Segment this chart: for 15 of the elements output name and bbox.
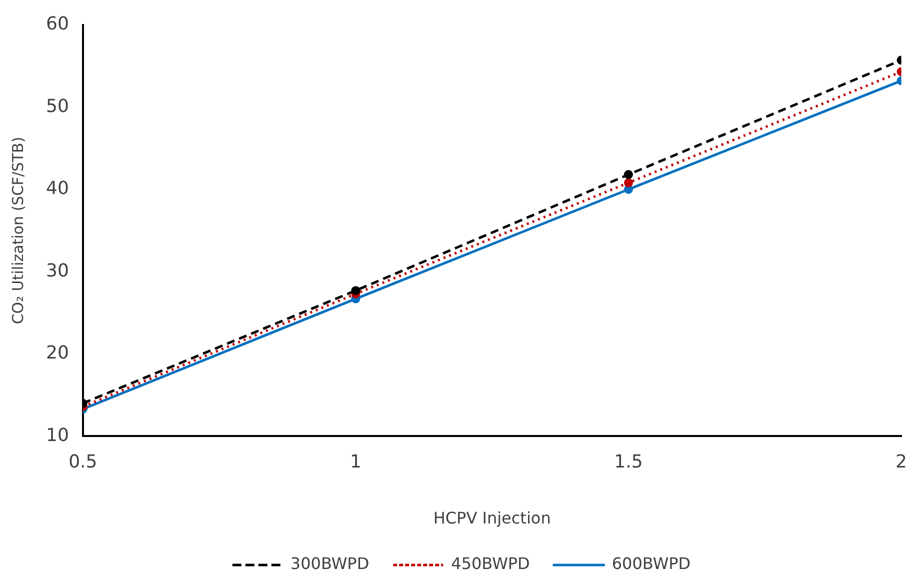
y-tick-label: 10 <box>46 424 69 446</box>
y-tick-label: 60 <box>46 13 69 34</box>
x-tick-label: 0.5 <box>68 452 98 473</box>
x-tick-label: 2 <box>896 452 907 473</box>
x-tick-label: 1.5 <box>614 452 643 473</box>
y-tick-label: 30 <box>46 260 69 282</box>
x-tick-label: 1 <box>350 452 362 473</box>
y-tick-label: 50 <box>46 96 69 117</box>
y-tick-label: 20 <box>46 342 69 364</box>
legend-label: 450BWPD <box>451 554 530 574</box>
legend-label: 300BWPD <box>290 554 370 574</box>
y-axis-title: CO₂ Utilization (SCF/STB) <box>8 136 27 324</box>
x-axis-title: HCPV Injection <box>433 508 551 528</box>
legend-label: 600BWPD <box>612 554 691 574</box>
y-tick-label: 40 <box>46 178 69 200</box>
